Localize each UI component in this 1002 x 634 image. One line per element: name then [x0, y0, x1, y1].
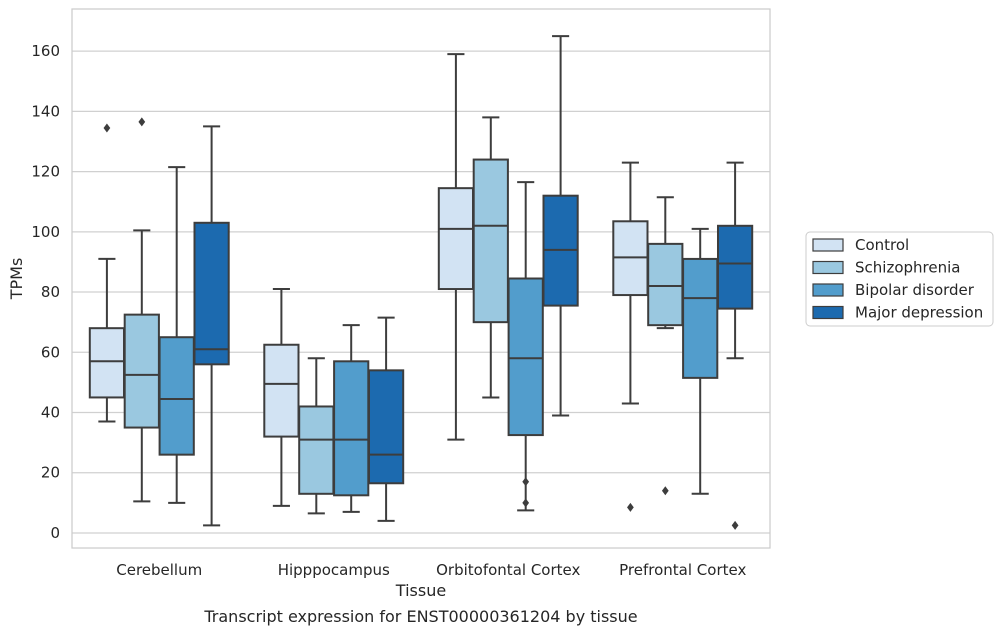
legend-swatch: [812, 305, 844, 320]
legend-frame: [805, 231, 994, 327]
legend-label: Schizophrenia: [855, 259, 960, 277]
legend-label: Control: [855, 236, 909, 254]
y-tick-label: 120: [31, 163, 60, 181]
box-iqr: [507, 277, 544, 437]
box-orbitofontal-cortex-schizophrenia: [472, 116, 509, 399]
x-tick-label: Cerebellum: [116, 561, 202, 579]
box-orbitofontal-cortex-major-depression: [542, 35, 579, 417]
y-axis-label: TPMs: [7, 258, 26, 301]
box-hipppocampus-bipolar-disorder: [333, 324, 370, 513]
y-tick-label: 160: [31, 42, 60, 60]
outlier-point: [103, 123, 111, 133]
box-cerebellum-major-depression: [193, 125, 230, 527]
y-tick-label: 60: [41, 343, 60, 361]
box-iqr: [367, 369, 405, 485]
legend: Control Schizophrenia Bipolar disorder Majo…: [805, 231, 994, 327]
y-tick-label: 140: [31, 102, 60, 120]
box-iqr: [472, 158, 509, 324]
box-iqr: [333, 360, 370, 497]
x-tick-label: Hipppocampus: [278, 561, 390, 579]
x-tick-labels: Cerebellum Hipppocampus Orbitofontal Corte…: [116, 561, 746, 579]
x-tick-label: Prefrontal Cortex: [619, 561, 746, 579]
legend-label: Bipolar disorder: [855, 281, 975, 299]
x-axis-label: Tissue: [395, 581, 446, 600]
box-cerebellum-control: [88, 123, 126, 423]
box-prefrontal-cortex-bipolar-disorder: [682, 227, 719, 495]
box-iqr: [123, 313, 160, 429]
box-prefrontal-cortex-schizophrenia: [647, 196, 684, 496]
x-tick-label: Orbitofontal Cortex: [436, 561, 580, 579]
box-cerebellum-schizophrenia: [123, 117, 160, 503]
box-hipppocampus-major-depression: [367, 316, 405, 522]
box-layer: [88, 35, 754, 530]
box-orbitofontal-cortex-bipolar-disorder: [507, 181, 544, 512]
box-iqr: [193, 221, 230, 366]
outlier-point: [138, 117, 146, 127]
box-iqr: [437, 187, 475, 291]
box-hipppocampus-schizophrenia: [298, 357, 335, 515]
box-iqr: [716, 224, 754, 310]
box-cerebellum-bipolar-disorder: [158, 166, 195, 504]
legend-swatch: [812, 238, 844, 252]
box-iqr: [298, 405, 335, 495]
outlier-point: [627, 502, 634, 512]
y-tick-label: 100: [31, 223, 60, 241]
box-orbitofontal-cortex-control: [437, 53, 475, 441]
chart-caption: Transcript expression for ENST0000036120…: [203, 607, 637, 626]
box-iqr: [88, 327, 126, 399]
box-iqr: [263, 343, 300, 438]
box-iqr: [158, 336, 195, 456]
outlier-point: [522, 498, 530, 508]
y-tick-label: 80: [41, 283, 60, 301]
box-iqr: [682, 257, 719, 379]
box-hipppocampus-control: [263, 288, 300, 507]
outlier-point: [731, 520, 739, 530]
outlier-point: [522, 477, 530, 487]
box-prefrontal-cortex-major-depression: [716, 161, 754, 530]
box-prefrontal-cortex-control: [612, 161, 649, 512]
legend-swatch: [812, 260, 844, 275]
legend-swatch: [812, 283, 844, 297]
y-tick-label: 0: [50, 524, 60, 542]
y-tick-label: 20: [41, 464, 60, 482]
plot-frame: [71, 8, 771, 549]
y-tick-labels: 0 20 40 60 80 100 120 140 160: [31, 42, 60, 542]
box-iqr: [647, 242, 684, 327]
y-tick-label: 40: [41, 403, 60, 421]
outlier-point: [661, 486, 669, 496]
legend-label: Major depression: [855, 304, 983, 322]
